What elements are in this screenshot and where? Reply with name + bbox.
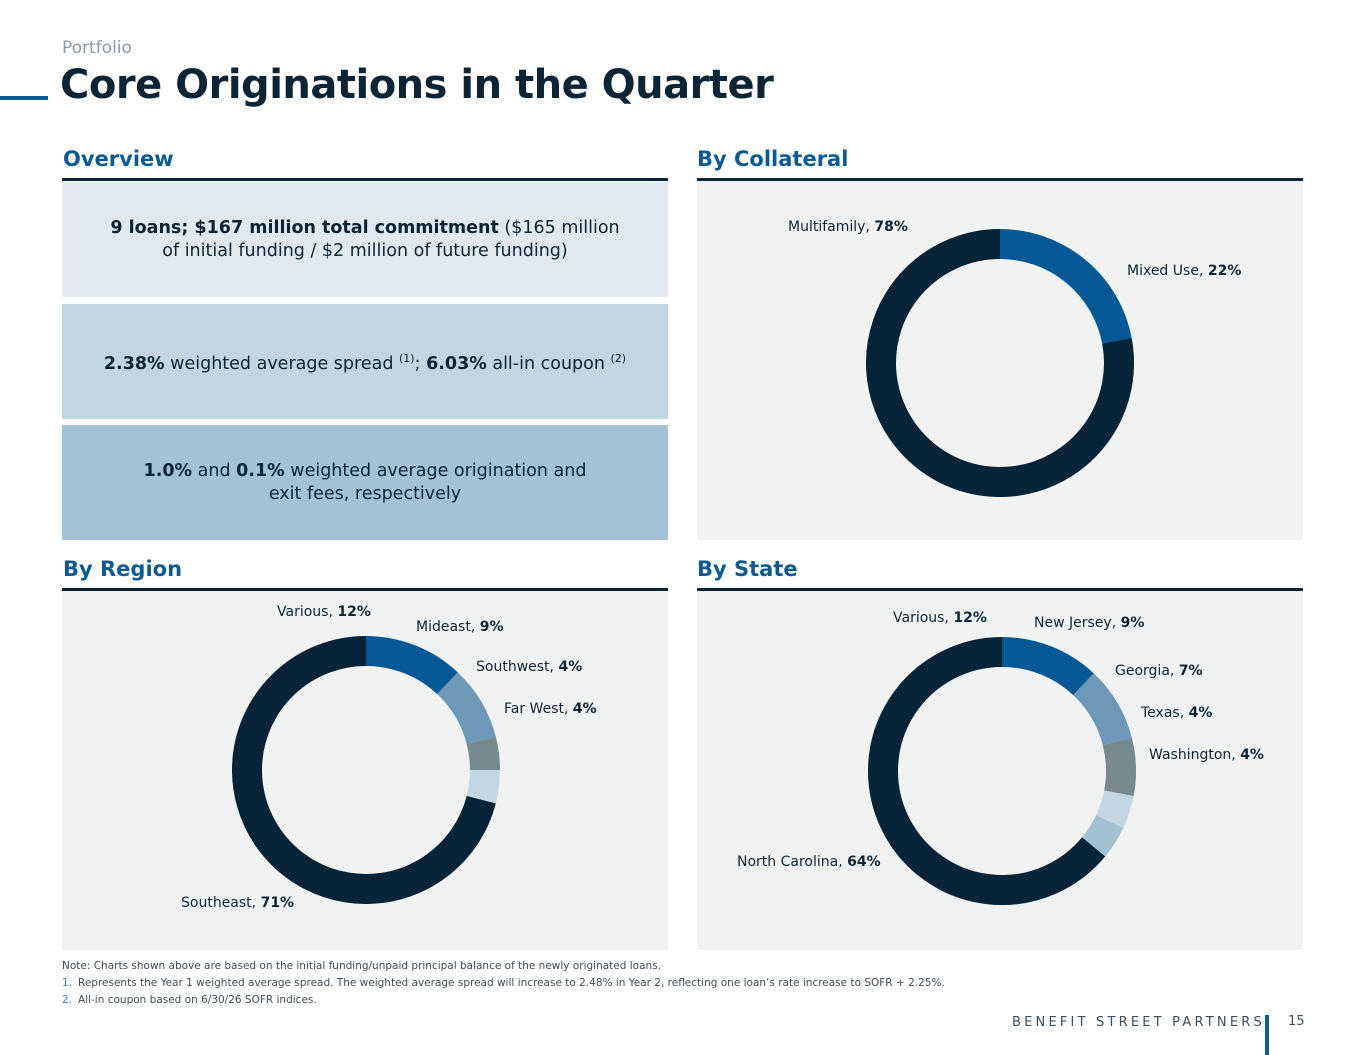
footnote-1: 1. Represents the Year 1 weighted average… xyxy=(62,977,945,989)
donut-slice-north-carolina xyxy=(868,637,1106,905)
loans-line2: of initial funding / $2 million of futur… xyxy=(162,240,568,261)
donut-slice-washington xyxy=(1081,814,1124,857)
label-southwest: Southwest, 4% xyxy=(476,659,583,675)
overview-box-fees: 1.0% and 0.1% weighted average originati… xyxy=(62,425,668,540)
overview-box-spread: 2.38% weighted average spread (1); 6.03%… xyxy=(62,304,668,419)
label-various-state: Various, 12% xyxy=(893,610,987,626)
label-far-west: Far West, 4% xyxy=(504,701,597,717)
collateral-donut xyxy=(866,229,1134,497)
coupon-value: 6.03% xyxy=(426,353,487,374)
spread-sep: ; xyxy=(414,353,427,374)
page-title: Core Originations in the Quarter xyxy=(60,62,774,108)
state-rule xyxy=(697,588,1303,591)
donut-slice-various xyxy=(365,636,458,695)
fees-and: and xyxy=(192,460,237,481)
label-georgia: Georgia, 7% xyxy=(1115,663,1203,679)
footnote-ref-2: (2) xyxy=(610,352,627,366)
label-texas: Texas, 4% xyxy=(1141,705,1213,721)
donut-slice-multifamily xyxy=(866,229,1134,497)
label-mideast: Mideast, 9% xyxy=(416,619,504,635)
label-new-jersey: New Jersey, 9% xyxy=(1034,615,1145,631)
region-heading: By Region xyxy=(63,557,183,581)
loans-bold: 9 loans; $167 million total commitment xyxy=(110,217,499,238)
donut-slice-georgia xyxy=(1102,737,1136,797)
overview-heading: Overview xyxy=(63,147,174,171)
title-accent-bar xyxy=(0,96,48,100)
donut-slice-far-west xyxy=(466,769,500,804)
spread-text: weighted average spread xyxy=(164,353,399,374)
donut-slice-mixed-use xyxy=(999,229,1132,344)
donut-slice-mideast xyxy=(436,672,496,745)
overview-rule xyxy=(62,178,668,181)
donut-slice-new-jersey xyxy=(1072,673,1132,746)
footnote-ref-1: (1) xyxy=(399,352,415,366)
fees-line2: exit fees, respectively xyxy=(268,483,462,504)
donut-slice-various xyxy=(1001,637,1094,696)
label-various-region: Various, 12% xyxy=(277,604,371,620)
exit-fee-value: 0.1% xyxy=(236,460,285,481)
donut-slice-texas xyxy=(1095,790,1134,829)
fees-text: weighted average origination and xyxy=(284,460,587,481)
label-southeast: Southeast, 71% xyxy=(181,895,295,911)
collateral-heading: By Collateral xyxy=(697,147,849,171)
loans-rest: ($165 million xyxy=(498,217,620,238)
state-donut xyxy=(868,637,1136,905)
orig-fee-value: 1.0% xyxy=(143,460,193,481)
footer-brand: BENEFIT STREET PARTNERS xyxy=(1012,1015,1265,1030)
footnote-2: 2. All-in coupon based on 6/30/26 SOFR in… xyxy=(62,994,317,1006)
page-number: 15 xyxy=(1288,1014,1305,1029)
footer-divider xyxy=(1265,1015,1269,1055)
coupon-text: all-in coupon xyxy=(486,353,611,374)
state-heading: By State xyxy=(697,557,798,581)
label-multifamily: Multifamily, 78% xyxy=(788,219,908,235)
region-rule xyxy=(62,588,668,591)
eyebrow: Portfolio xyxy=(62,38,132,58)
collateral-rule xyxy=(697,178,1303,181)
label-mixed-use: Mixed Use, 22% xyxy=(1127,263,1242,279)
donut-slice-southwest xyxy=(466,736,500,771)
region-donut xyxy=(232,636,500,904)
label-washington: Washington, 4% xyxy=(1149,747,1264,763)
spread-value: 2.38% xyxy=(103,353,165,374)
donut-slice-southeast xyxy=(232,636,496,904)
chart-note: Note: Charts shown above are based on th… xyxy=(62,960,662,972)
label-north-carolina: North Carolina, 64% xyxy=(737,854,881,870)
overview-box-loans: 9 loans; $167 million total commitment (… xyxy=(62,182,668,297)
